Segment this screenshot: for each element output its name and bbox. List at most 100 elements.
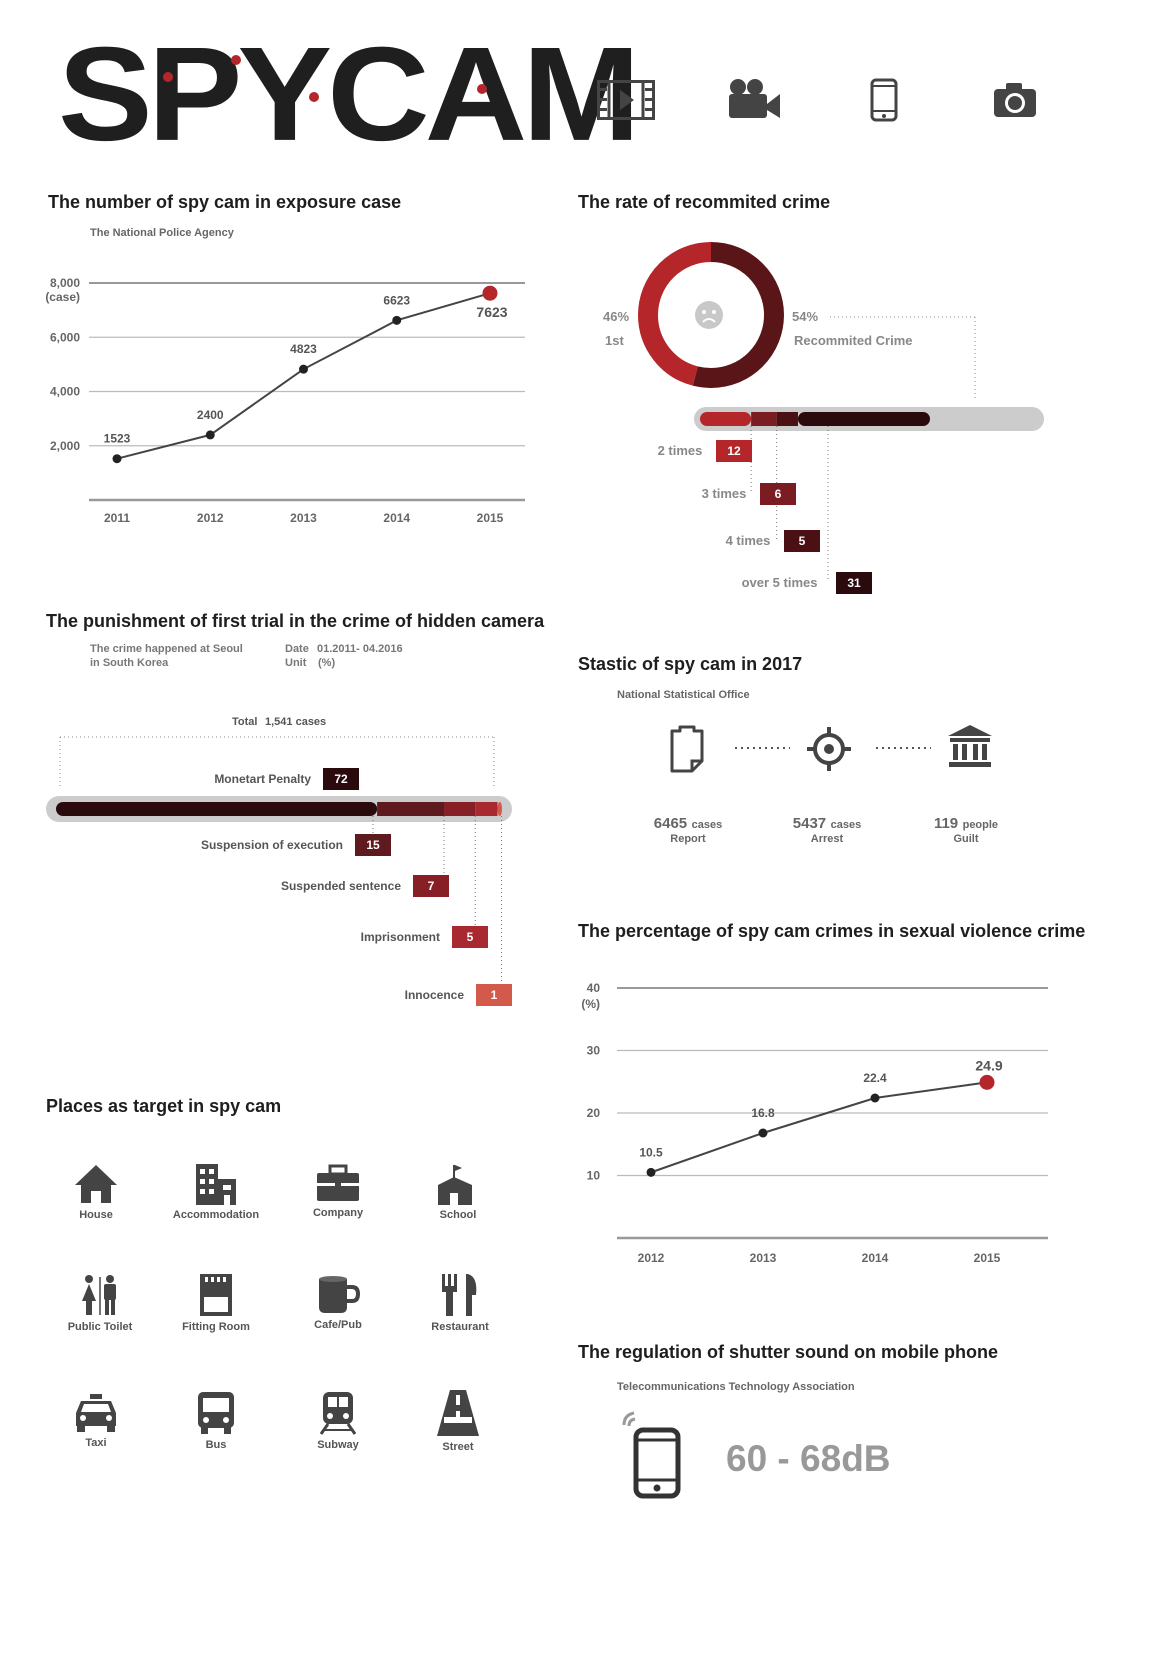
bar-segment [377,802,445,816]
bar-segment [56,802,378,816]
recommit-breakdown-label: over 5 times [741,575,818,590]
video-camera-icon [729,79,780,118]
x-tick-label: 2012 [638,1251,665,1265]
place-street: Street [398,1389,518,1453]
place-label: Subway [317,1439,359,1451]
place-label: House [79,1209,113,1221]
punishment-note-1: The crime happened at Seoul [90,643,243,655]
x-tick-label: 2013 [750,1251,777,1265]
recommit-value-tag: 12 [716,440,752,462]
place-label: Public Toilet [67,1321,133,1333]
place-taxi: Taxi [36,1393,156,1449]
data-point [870,1093,880,1103]
place-subway: Subway [278,1391,398,1451]
punishment-stacked-bar [46,736,512,990]
punishment-label: Monetart Penalty [214,772,311,786]
unit-value: (%) [318,657,336,669]
data-label: 2400 [197,408,224,422]
logo-red-dots [163,55,487,102]
fork-knife-icon [442,1274,477,1316]
x-tick-label: 2015 [974,1251,1001,1265]
bar-segment [797,412,930,426]
y-tick-label: 6,000 [50,330,80,344]
bar-segment [475,802,498,816]
recommit-breakdown-label: 4 times [725,533,771,548]
stat-guilt: 119 people Guilt [896,815,1036,845]
place-cafe-pub: Cafe/Pub [278,1273,398,1331]
data-label: 6623 [383,293,410,307]
data-label: 7623 [476,304,507,320]
recommit-stacked-bar [694,316,1044,582]
date-label: Date [285,643,309,655]
target-crosshair-icon [807,727,851,771]
punishment-value-tag: 72 [323,768,359,790]
y-tick-label: 8,000 [50,276,80,290]
data-label: 1523 [104,432,131,446]
bar-segment [497,802,502,816]
place-house: House [36,1163,156,1221]
y-tick-label: 10 [587,1169,601,1183]
place-label: Company [312,1207,364,1219]
date-value: 01.2011- 04.2016 [317,643,403,655]
recommit-breakdown-label: 3 times [701,486,747,501]
place-label: Accommodation [172,1209,260,1221]
stat-arrest-unit: cases [830,819,862,831]
data-point [482,285,498,301]
place-public-toilet: Public Toilet [40,1275,160,1333]
road-icon [437,1390,479,1436]
punishment-label: Imprisonment [360,930,440,944]
stat-guilt-desc: Guilt [953,833,979,845]
bar-segment [700,412,752,426]
camera-icon [994,83,1036,117]
data-point [758,1128,768,1138]
first-pct: 46% [603,309,630,324]
report-document-icon [670,725,704,773]
stat-arrest-number: 5437 [792,815,827,832]
data-point [646,1167,656,1177]
x-tick-label: 2013 [290,511,317,525]
recommit-label: Recommited Crime [794,333,913,348]
y-tick-label: 4,000 [50,385,80,399]
shutter-value: 60 - 68dB [726,1438,891,1479]
stat-guilt-unit: people [962,819,999,831]
x-tick-label: 2012 [197,511,224,525]
punishment-label: Suspended sentence [280,879,401,893]
phone-sound-icon [622,1411,681,1499]
courthouse-icon [948,725,992,767]
place-label: Cafe/Pub [314,1319,362,1331]
stat-guilt-number: 119 [933,815,959,832]
data-label: 10.5 [639,1145,663,1159]
school-icon [438,1165,472,1205]
house-icon [75,1165,117,1203]
subway-icon [319,1392,357,1435]
unit-label: Unit [285,657,307,669]
stat-arrest-desc: Arrest [810,833,844,845]
place-label: Bus [205,1439,227,1451]
recommit-pct: 54% [792,309,819,324]
place-label: Fitting Room [182,1321,250,1333]
data-point [299,364,308,374]
total-label: Total [232,716,258,728]
punishment-label: Suspension of execution [200,838,343,852]
recommit-value-tag: 5 [784,530,820,552]
exposure-line-chart: 2,000 4,000 6,000 8,000(case) 2011 2012 2013 20… [45,276,525,525]
x-tick-label: 2014 [383,511,410,525]
recommit-donut-chart [638,242,784,388]
punishment-value-tag: 15 [355,834,391,856]
x-tick-label: 2015 [477,511,504,525]
y-tick-label: 40 [587,981,601,995]
recommit-value-tag: 6 [760,483,796,505]
data-label: 22.4 [863,1071,887,1085]
stat-report-desc: Report [670,833,706,845]
exposure-source: The National Police Agency [90,227,234,239]
percentage-line-chart: 10 20 30 40 (%) 2012 2013 2014 2015 10.5 16.8 22.4 2… [581,981,1048,1265]
building-icon [196,1164,236,1205]
bar-segment [751,412,777,426]
place-accommodation: Accommodation [156,1163,276,1221]
cup-icon [319,1276,361,1313]
toilet-icon [82,1275,116,1315]
punishment-value-tag: 5 [452,926,488,948]
y-unit-label: (%) [581,997,600,1011]
data-point [392,315,402,325]
exposure-title: The number of spy cam in exposure case [48,192,402,212]
